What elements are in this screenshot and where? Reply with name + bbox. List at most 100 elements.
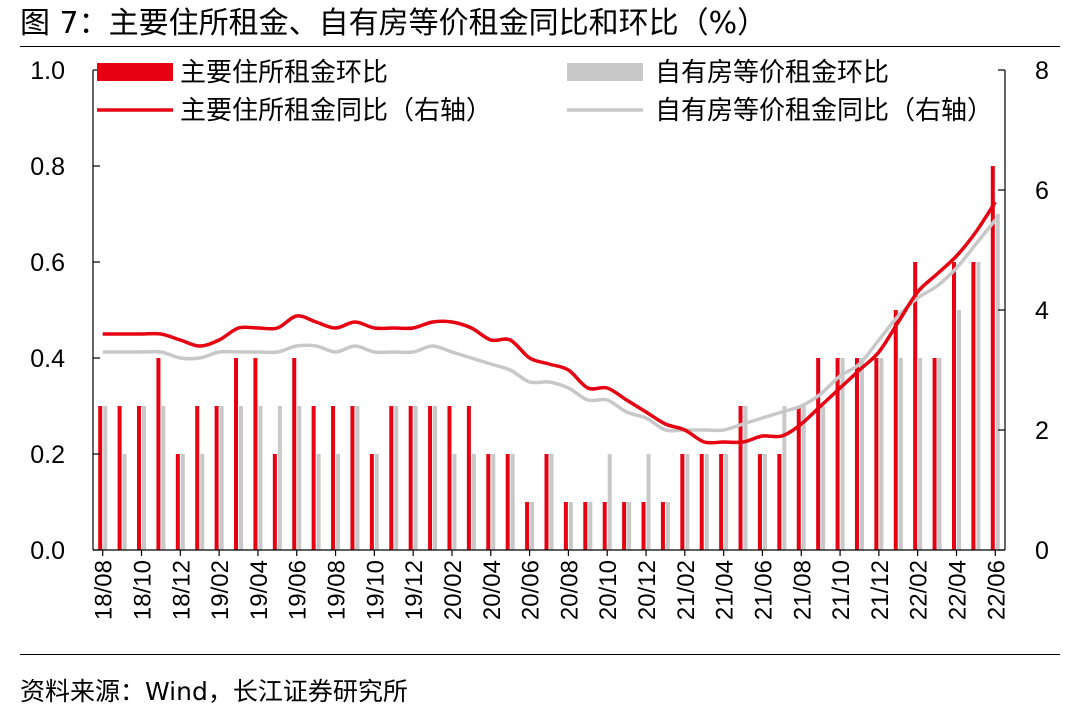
x-tick-label: 22/04 bbox=[945, 560, 972, 620]
bar-owners-20/10 bbox=[607, 454, 612, 550]
bar-primary-22/05 bbox=[971, 262, 976, 550]
bars-primary-residence-mom bbox=[98, 166, 995, 550]
bar-owners-20/04 bbox=[491, 454, 496, 550]
y-right-tick-label: 0 bbox=[1035, 537, 1049, 565]
y-right-tick-label: 6 bbox=[1035, 177, 1049, 205]
x-tick-label: 18/12 bbox=[168, 560, 195, 620]
legend-swatch-bar bbox=[567, 63, 643, 81]
x-tick-label: 20/04 bbox=[479, 560, 506, 620]
y-left-tick-label: 0.4 bbox=[30, 345, 65, 373]
bar-owners-21/06 bbox=[762, 454, 767, 550]
bar-primary-21/02 bbox=[680, 454, 685, 550]
y-right-tick-label: 4 bbox=[1035, 297, 1049, 325]
bar-owners-19/11 bbox=[394, 406, 399, 550]
x-tick-label: 21/08 bbox=[789, 560, 816, 620]
source-divider bbox=[20, 654, 1060, 655]
bar-owners-18/08 bbox=[103, 406, 108, 550]
bar-owners-22/02 bbox=[918, 358, 923, 550]
bar-primary-19/10 bbox=[369, 454, 374, 550]
bar-primary-19/09 bbox=[350, 406, 355, 550]
bar-owners-21/11 bbox=[859, 358, 864, 550]
bar-primary-21/11 bbox=[854, 358, 859, 550]
x-tick-label: 22/02 bbox=[906, 560, 933, 620]
bar-owners-21/10 bbox=[840, 358, 845, 550]
bar-primary-19/04 bbox=[253, 358, 258, 550]
x-tick-label: 20/06 bbox=[518, 560, 545, 620]
bar-primary-22/04 bbox=[951, 262, 956, 550]
x-tick-label: 20/02 bbox=[440, 560, 467, 620]
bar-owners-20/05 bbox=[510, 454, 515, 550]
lines-yoy bbox=[102, 201, 997, 445]
bar-primary-21/06 bbox=[757, 454, 762, 550]
bar-owners-20/06 bbox=[530, 502, 535, 550]
bar-owners-19/07 bbox=[316, 454, 321, 550]
bar-owners-21/03 bbox=[704, 454, 709, 550]
bar-primary-20/10 bbox=[602, 502, 607, 550]
bar-owners-21/04 bbox=[724, 454, 729, 550]
x-tick-label: 19/04 bbox=[246, 560, 273, 620]
bar-owners-22/06 bbox=[995, 214, 1000, 550]
bar-primary-21/05 bbox=[738, 406, 743, 550]
bar-owners-19/12 bbox=[413, 406, 418, 550]
y-right-tick-label: 8 bbox=[1035, 57, 1049, 85]
bar-owners-21/12 bbox=[879, 358, 884, 550]
title-divider bbox=[20, 46, 1060, 47]
bar-primary-18/11 bbox=[156, 358, 161, 550]
bar-owners-20/11 bbox=[627, 502, 632, 550]
bar-owners-19/10 bbox=[374, 454, 379, 550]
bar-owners-19/03 bbox=[239, 406, 244, 550]
legend-label: 自有房等价租金同比（右轴） bbox=[655, 96, 993, 126]
bar-owners-20/03 bbox=[471, 454, 476, 550]
bar-owners-21/01 bbox=[665, 502, 670, 550]
bar-primary-18/12 bbox=[175, 454, 180, 550]
bar-owners-22/05 bbox=[976, 262, 981, 550]
bar-primary-20/02 bbox=[447, 406, 452, 550]
bar-owners-21/02 bbox=[685, 454, 690, 550]
bar-primary-21/01 bbox=[660, 502, 665, 550]
bar-primary-20/03 bbox=[466, 406, 471, 550]
bar-primary-21/12 bbox=[874, 358, 879, 550]
y-left-tick-label: 0.8 bbox=[30, 153, 65, 181]
bar-owners-19/01 bbox=[200, 454, 205, 550]
x-tick-label: 19/12 bbox=[401, 560, 428, 620]
bar-owners-20/02 bbox=[452, 454, 457, 550]
bar-primary-22/03 bbox=[932, 358, 937, 550]
bar-primary-19/07 bbox=[311, 406, 316, 550]
bar-primary-21/10 bbox=[835, 358, 840, 550]
bar-owners-22/01 bbox=[898, 358, 903, 550]
bar-primary-22/01 bbox=[893, 310, 898, 550]
line-owners-equivalent-yoy bbox=[102, 218, 997, 433]
x-tick-label: 19/02 bbox=[207, 560, 234, 620]
bar-primary-21/09 bbox=[816, 358, 821, 550]
bar-owners-19/06 bbox=[297, 406, 302, 550]
bar-primary-19/06 bbox=[292, 358, 297, 550]
legend-label: 自有房等价租金环比 bbox=[655, 58, 889, 88]
bar-owners-18/11 bbox=[161, 406, 166, 550]
bar-owners-19/05 bbox=[277, 406, 282, 550]
x-tick-label: 22/06 bbox=[983, 560, 1010, 620]
bar-owners-20/08 bbox=[568, 502, 573, 550]
x-tick-label: 19/08 bbox=[324, 560, 351, 620]
bar-primary-19/12 bbox=[408, 406, 413, 550]
y-right-tick-label: 2 bbox=[1035, 417, 1049, 445]
figure-title: 图 7：主要住所租金、自有房等价租金同比和环比（%） bbox=[20, 6, 768, 41]
legend-label: 主要住所租金同比（右轴） bbox=[180, 96, 492, 126]
bar-primary-20/05 bbox=[505, 454, 510, 550]
y-left-tick-label: 1.0 bbox=[30, 57, 65, 85]
bar-primary-21/03 bbox=[699, 454, 704, 550]
bar-primary-20/04 bbox=[486, 454, 491, 550]
bar-primary-18/10 bbox=[137, 406, 142, 550]
bar-primary-18/09 bbox=[117, 406, 122, 550]
bar-primary-19/01 bbox=[195, 406, 200, 550]
legend-label: 主要住所租金环比 bbox=[180, 58, 388, 88]
bar-primary-22/02 bbox=[913, 262, 918, 550]
bar-owners-20/07 bbox=[549, 454, 554, 550]
x-tick-label: 19/06 bbox=[285, 560, 312, 620]
x-tick-label: 21/12 bbox=[867, 560, 894, 620]
y-left-tick-label: 0.2 bbox=[30, 441, 65, 469]
bar-owners-19/09 bbox=[355, 406, 360, 550]
x-tick-label: 20/08 bbox=[556, 560, 583, 620]
bar-owners-20/01 bbox=[433, 406, 438, 550]
x-tick-label: 18/10 bbox=[130, 560, 157, 620]
